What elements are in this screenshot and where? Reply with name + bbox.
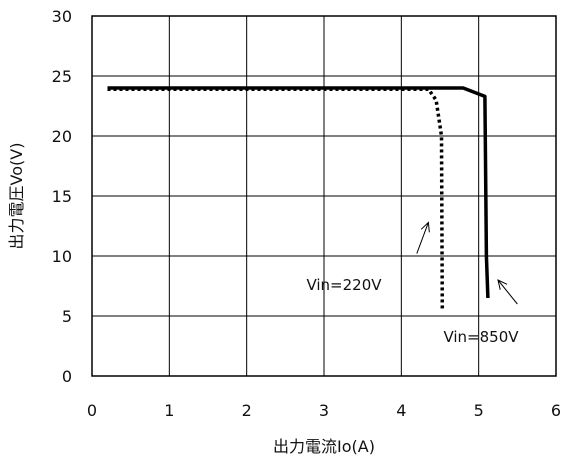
x-tick-label: 3 <box>319 401 329 420</box>
x-axis-title: 出力電流Io(A) <box>273 437 375 456</box>
y-axis-title: 出力電圧Vo(V) <box>7 143 26 250</box>
annotation-arrow <box>416 222 429 254</box>
y-tick-label: 30 <box>52 7 72 26</box>
y-tick-labels: 0 5 10 15 20 25 30 <box>52 7 72 386</box>
annotation-arrow <box>497 279 518 305</box>
x-tick-label: 5 <box>474 401 484 420</box>
x-tick-label: 2 <box>242 401 252 420</box>
annotation-label: Vin=220V <box>306 276 382 294</box>
series-line-solid <box>107 86 490 299</box>
series-line-dotted <box>107 87 445 311</box>
series-layer <box>107 86 490 311</box>
annotation-arrowhead <box>497 279 508 290</box>
annotation-label: Vin=850V <box>443 328 519 346</box>
annotation-arrowhead <box>420 221 430 233</box>
x-tick-labels: 0 1 2 3 4 5 6 <box>87 401 561 420</box>
plot-frame <box>91 15 557 377</box>
x-tick-label: 6 <box>551 401 561 420</box>
y-tick-label: 20 <box>52 127 72 146</box>
y-tick-label: 10 <box>52 247 72 266</box>
y-tick-label: 5 <box>62 307 72 326</box>
x-tick-label: 4 <box>396 401 406 420</box>
x-tick-label: 1 <box>164 401 174 420</box>
y-tick-label: 25 <box>52 67 72 86</box>
x-tick-label: 0 <box>87 401 97 420</box>
y-tick-label: 15 <box>52 187 72 206</box>
y-tick-label: 0 <box>62 367 72 386</box>
annotations: Vin=220V Vin=850V <box>306 221 519 346</box>
